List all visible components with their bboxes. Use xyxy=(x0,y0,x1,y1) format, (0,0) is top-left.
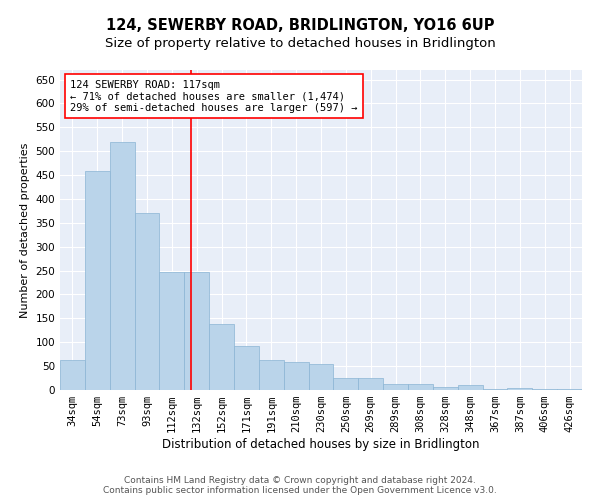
Bar xyxy=(134,214,160,390)
Bar xyxy=(508,388,532,390)
Bar xyxy=(85,172,110,390)
Bar xyxy=(358,378,383,390)
Bar xyxy=(60,360,85,390)
Bar xyxy=(334,378,358,390)
Bar xyxy=(383,384,408,390)
Bar xyxy=(110,142,134,390)
Bar xyxy=(160,272,184,390)
Text: Size of property relative to detached houses in Bridlington: Size of property relative to detached ho… xyxy=(104,38,496,51)
Bar xyxy=(234,346,259,390)
Text: 124 SEWERBY ROAD: 117sqm
← 71% of detached houses are smaller (1,474)
29% of sem: 124 SEWERBY ROAD: 117sqm ← 71% of detach… xyxy=(70,80,358,113)
Bar xyxy=(458,385,482,390)
Text: Contains HM Land Registry data © Crown copyright and database right 2024.
Contai: Contains HM Land Registry data © Crown c… xyxy=(103,476,497,495)
Bar xyxy=(284,362,308,390)
Bar xyxy=(433,387,458,390)
X-axis label: Distribution of detached houses by size in Bridlington: Distribution of detached houses by size … xyxy=(162,438,480,451)
Bar xyxy=(557,388,582,390)
Bar xyxy=(482,388,508,390)
Y-axis label: Number of detached properties: Number of detached properties xyxy=(20,142,30,318)
Bar xyxy=(184,272,209,390)
Bar xyxy=(209,324,234,390)
Bar xyxy=(259,360,284,390)
Bar xyxy=(532,388,557,390)
Text: 124, SEWERBY ROAD, BRIDLINGTON, YO16 6UP: 124, SEWERBY ROAD, BRIDLINGTON, YO16 6UP xyxy=(106,18,494,32)
Bar xyxy=(408,384,433,390)
Bar xyxy=(308,364,334,390)
